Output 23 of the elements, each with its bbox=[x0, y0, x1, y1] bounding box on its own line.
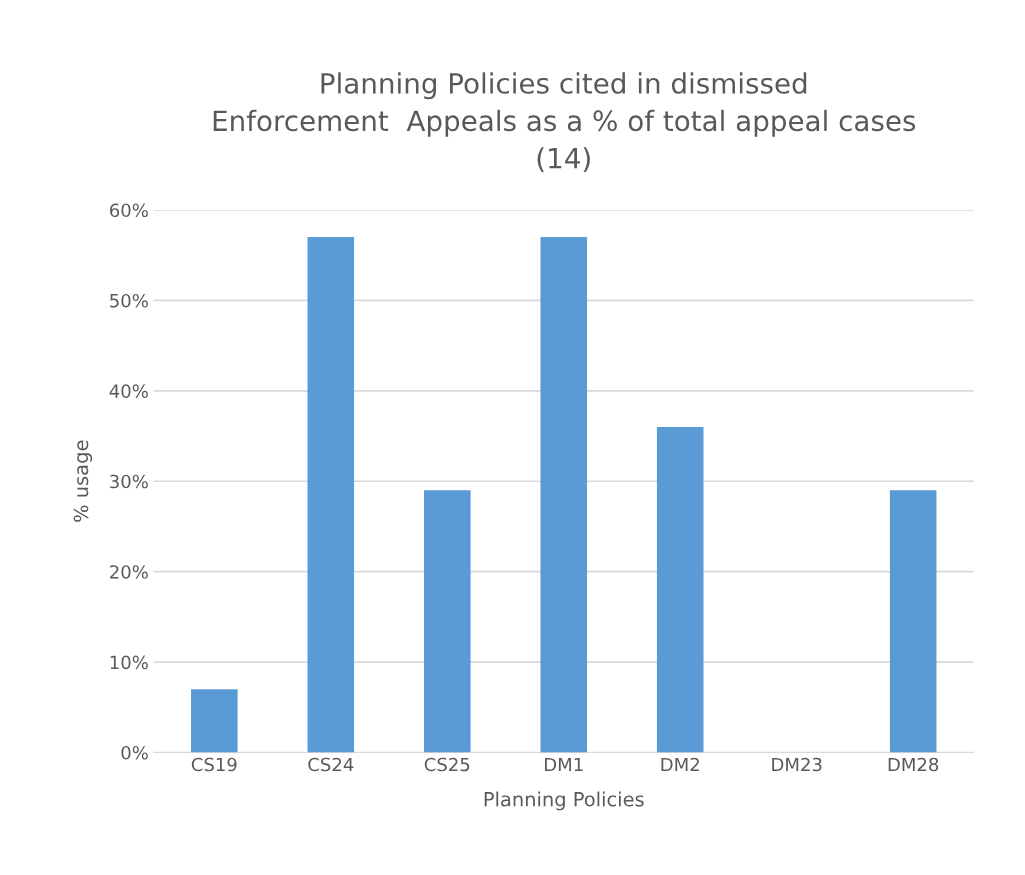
x-tick-label: DM2 bbox=[661, 757, 699, 772]
y-tick-label: 20% bbox=[110, 565, 148, 579]
bar bbox=[540, 237, 588, 753]
y-axis-title: % usage bbox=[73, 440, 93, 522]
bar bbox=[307, 237, 355, 753]
bar bbox=[423, 490, 471, 753]
x-tick-label: CS19 bbox=[191, 757, 237, 772]
y-tick-label: 30% bbox=[110, 474, 148, 489]
x-tick-label: DM28 bbox=[888, 757, 939, 772]
chart-title: Planning Policies cited in dismissed Enforcement Appeals as a % of total appeal cases (14) bbox=[213, 72, 916, 172]
x-tick-label: DM1 bbox=[545, 757, 583, 772]
y-tick-label: 50% bbox=[110, 293, 148, 308]
bar bbox=[889, 490, 937, 753]
x-tick-label: CS25 bbox=[424, 757, 470, 772]
y-tick-label: 60% bbox=[110, 203, 148, 218]
x-tick-label: DM23 bbox=[772, 757, 822, 772]
y-tick-label: 10% bbox=[110, 655, 148, 670]
y-tick-label: 40% bbox=[109, 384, 148, 398]
x-axis-title: Planning Policies bbox=[484, 791, 644, 811]
y-tick-label: 0% bbox=[121, 745, 148, 760]
x-tick-label: CS24 bbox=[308, 757, 354, 772]
bar bbox=[656, 427, 704, 753]
bar bbox=[191, 689, 238, 753]
